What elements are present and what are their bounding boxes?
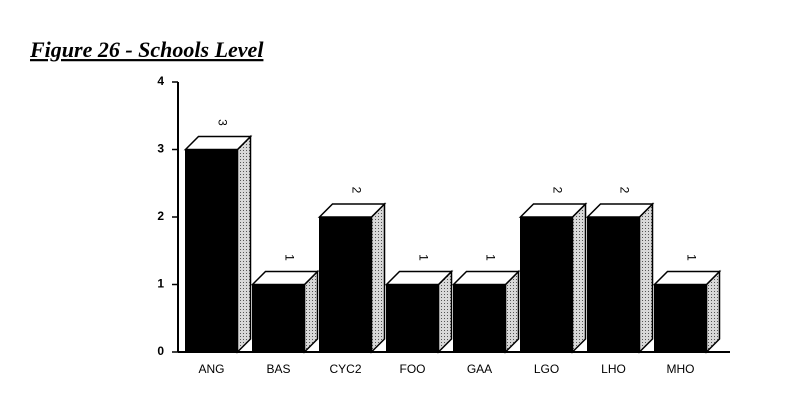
bar — [185, 149, 238, 353]
y-tick-label: 1 — [157, 277, 164, 291]
x-tick-label: MHO — [667, 362, 695, 376]
x-tick-label: GAA — [467, 362, 492, 376]
bar-side — [638, 202, 654, 354]
y-tick-label: 4 — [157, 74, 164, 88]
x-tick-label: BAS — [266, 362, 290, 376]
bar-side — [571, 202, 587, 354]
data-label: 2 — [550, 187, 564, 194]
chart-title: Figure 26 - Schools Level — [29, 37, 264, 62]
bar — [520, 216, 573, 353]
x-tick-label: LGO — [534, 362, 559, 376]
data-label: 1 — [282, 254, 296, 261]
x-tick-label: LHO — [601, 362, 626, 376]
y-tick-label: 3 — [157, 142, 164, 156]
y-tick-label: 2 — [157, 209, 164, 223]
bar — [654, 284, 707, 353]
data-label: 1 — [416, 254, 430, 261]
x-tick-label: ANG — [198, 362, 224, 376]
y-tick-label: 0 — [157, 344, 164, 358]
bar-side — [370, 202, 386, 354]
bar — [319, 216, 372, 353]
bar — [252, 284, 305, 353]
data-label: 2 — [349, 187, 363, 194]
data-label: 3 — [215, 119, 229, 126]
bar — [587, 216, 640, 353]
x-tick-label: CYC2 — [329, 362, 361, 376]
data-label: 1 — [684, 254, 698, 261]
bar-side — [236, 134, 252, 354]
data-label: 1 — [483, 254, 497, 261]
bar — [386, 284, 439, 353]
bar — [453, 284, 506, 353]
x-tick-label: FOO — [400, 362, 426, 376]
data-label: 2 — [617, 187, 631, 194]
